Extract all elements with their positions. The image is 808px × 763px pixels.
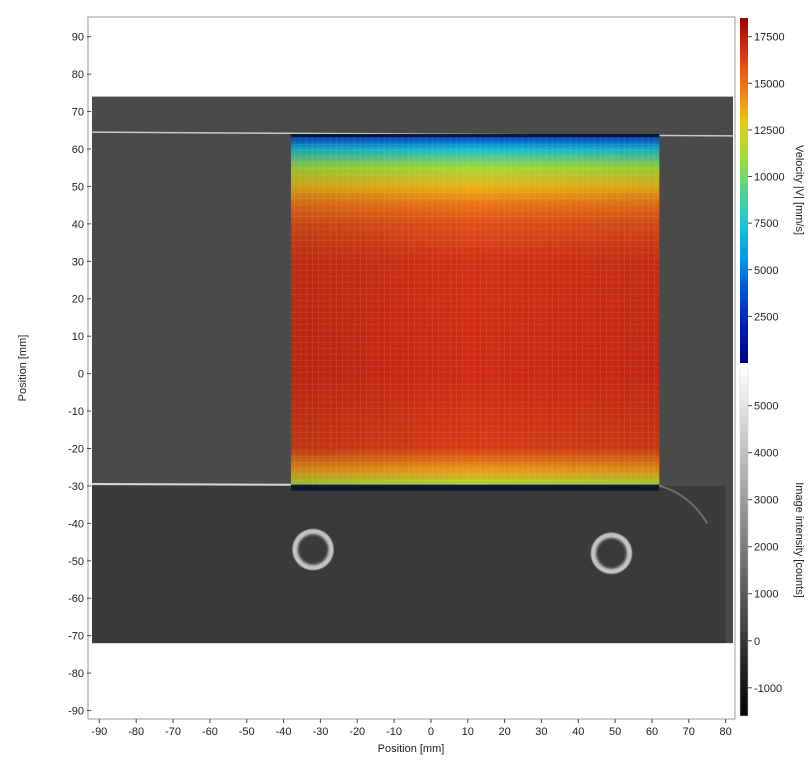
colorbar-tick-label: 5000 <box>754 265 778 277</box>
y-tick-label: -20 <box>68 443 84 455</box>
colorbar-tick-label: 17500 <box>754 32 785 44</box>
x-tick-label: -10 <box>386 726 402 738</box>
y-tick-label: 80 <box>72 69 84 81</box>
y-tick-label: -90 <box>68 706 84 718</box>
x-tick-label: 60 <box>646 726 658 738</box>
x-tick-label: -30 <box>312 726 328 738</box>
x-tick-label: -40 <box>276 726 292 738</box>
x-tick-label: 40 <box>572 726 584 738</box>
y-axis-label: Position [mm] <box>17 335 29 402</box>
ring-reflection <box>589 531 634 576</box>
colorbar-tick-label: 3000 <box>754 495 778 507</box>
x-tick-label: -50 <box>239 726 255 738</box>
colorbar-tick-label: 1000 <box>754 589 778 601</box>
x-tick-label: -60 <box>202 726 218 738</box>
x-tick-label: 70 <box>683 726 695 738</box>
velocity-colorbar-ticks: 2500 5000 7500 10000 12500 15000 17500 <box>748 32 785 323</box>
y-axis: -90 -80 -70 -60 -50 -40 -30 -20 -10 0 10 20 30 40 50 60… <box>68 32 91 718</box>
velocity-colorbar: 2500 5000 7500 10000 12500 15000 17500 Velocit… <box>740 18 805 363</box>
velocity-colorbar-label: Velocity |V| [mm/s] <box>793 145 805 235</box>
colorbar-tick-label: 7500 <box>754 218 778 230</box>
y-tick-label: -40 <box>68 518 84 530</box>
colorbar-tick-label: 10000 <box>754 172 785 184</box>
intensity-colorbar-ticks: -1000 0 1000 2000 3000 4000 5000 <box>748 401 782 695</box>
colorbar-tick-label: 4000 <box>754 448 778 460</box>
x-tick-label: 10 <box>462 726 474 738</box>
y-tick-label: 20 <box>72 294 84 306</box>
y-tick-label: 70 <box>72 107 84 119</box>
x-tick-label: -80 <box>128 726 144 738</box>
y-tick-label: 50 <box>72 181 84 193</box>
intensity-colorbar-gradient <box>739 367 749 717</box>
x-axis: -90 -80 -70 -60 -50 -40 -30 -20 -10 0 10 20 30 40 50 60… <box>91 719 732 738</box>
x-tick-label: -20 <box>349 726 365 738</box>
y-tick-label: -50 <box>68 556 84 568</box>
x-tick-label: 80 <box>720 726 732 738</box>
y-tick-label: -10 <box>68 406 84 418</box>
intensity-colorbar: -1000 0 1000 2000 3000 4000 5000 Image intensi… <box>739 367 805 717</box>
y-tick-label: -30 <box>68 481 84 493</box>
piv-vector-grid <box>290 134 660 490</box>
intensity-colorbar-label: Image intensity [counts] <box>793 482 805 598</box>
x-tick-label: 30 <box>535 726 547 738</box>
lower-region <box>92 485 726 644</box>
y-tick-label: -80 <box>68 668 84 680</box>
x-tick-label: -90 <box>91 726 107 738</box>
camera-image-details <box>91 131 734 644</box>
velocity-top-edge <box>290 134 660 138</box>
y-tick-label: 40 <box>72 219 84 231</box>
y-tick-label: 30 <box>72 256 84 268</box>
x-tick-label: 0 <box>428 726 434 738</box>
y-tick-label: 0 <box>78 369 84 381</box>
y-tick-label: -60 <box>68 593 84 605</box>
y-tick-label: 90 <box>72 32 84 44</box>
velocity-bottom-edge <box>290 484 660 491</box>
y-tick-label: -70 <box>68 631 84 643</box>
velocity-field <box>290 134 660 491</box>
velocity-colorbar-gradient <box>740 18 748 363</box>
y-tick-label: 10 <box>72 331 84 343</box>
colorbar-tick-label: 2500 <box>754 311 778 323</box>
colorbar-tick-label: -1000 <box>754 683 782 695</box>
colorbar-tick-label: 12500 <box>754 125 785 137</box>
colorbar-tick-label: 2000 <box>754 542 778 554</box>
ring-reflection <box>291 527 336 572</box>
colorbar-tick-label: 0 <box>754 636 760 648</box>
y-tick-label: 60 <box>72 144 84 156</box>
colorbar-tick-label: 5000 <box>754 401 778 413</box>
x-tick-label: -70 <box>165 726 181 738</box>
x-tick-label: 50 <box>609 726 621 738</box>
x-tick-label: 20 <box>498 726 510 738</box>
colorbar-tick-label: 15000 <box>754 78 785 90</box>
x-axis-label: Position [mm] <box>378 743 445 755</box>
